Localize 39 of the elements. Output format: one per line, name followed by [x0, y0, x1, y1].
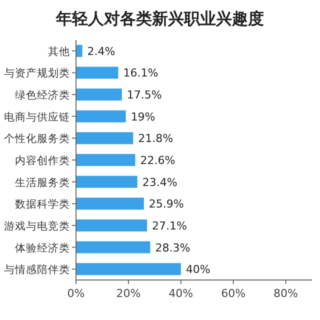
bar: [76, 241, 150, 254]
bar: [76, 88, 122, 101]
y-tick-label: 其他: [48, 44, 70, 58]
y-tick-label: 生活服务类: [15, 176, 70, 189]
bar: [76, 263, 181, 276]
bar: [76, 110, 126, 122]
bar: [76, 44, 82, 57]
y-tick-label: 体验经济类: [15, 241, 70, 254]
data-label: 22.6%: [140, 154, 176, 167]
bar: [76, 154, 136, 166]
y-tick-label: 与情感陪伴类: [4, 263, 70, 276]
y-tick-label: 电商与供应链: [4, 110, 70, 124]
y-tick-label: 游戏与电竞类: [4, 219, 70, 232]
data-label: 27.1%: [152, 219, 188, 232]
y-tick-label: 个性化服务类: [4, 132, 70, 146]
data-label: 19%: [130, 110, 156, 124]
data-label: 25.9%: [148, 198, 184, 211]
data-label: 40%: [186, 263, 210, 276]
y-tick-label: 绿色经济类: [15, 88, 70, 102]
data-label: 17.5%: [126, 88, 162, 102]
y-tick-label: 与资产规划类: [4, 66, 70, 80]
bar: [76, 198, 144, 210]
data-label: 21.8%: [138, 132, 174, 146]
data-label: 23.4%: [142, 176, 178, 189]
y-tick-label: 数据科学类: [15, 198, 70, 211]
x-tick-label: 40%: [168, 287, 194, 300]
bar: [76, 132, 134, 144]
bar: [76, 66, 118, 79]
data-label: 16.1%: [123, 66, 158, 80]
x-tick-label: 60%: [221, 287, 246, 300]
data-label: 28.3%: [155, 241, 190, 254]
bar: [76, 219, 148, 232]
x-tick-label: 80%: [274, 287, 298, 300]
x-tick-label: 0%: [67, 287, 85, 300]
data-label: 2.4%: [87, 44, 116, 58]
y-tick-label: 内容创作类: [15, 154, 70, 167]
bar: [76, 176, 138, 188]
chart-title: 年轻人对各类新兴职业兴趣度: [55, 9, 264, 28]
x-tick-label: 20%: [116, 287, 141, 300]
